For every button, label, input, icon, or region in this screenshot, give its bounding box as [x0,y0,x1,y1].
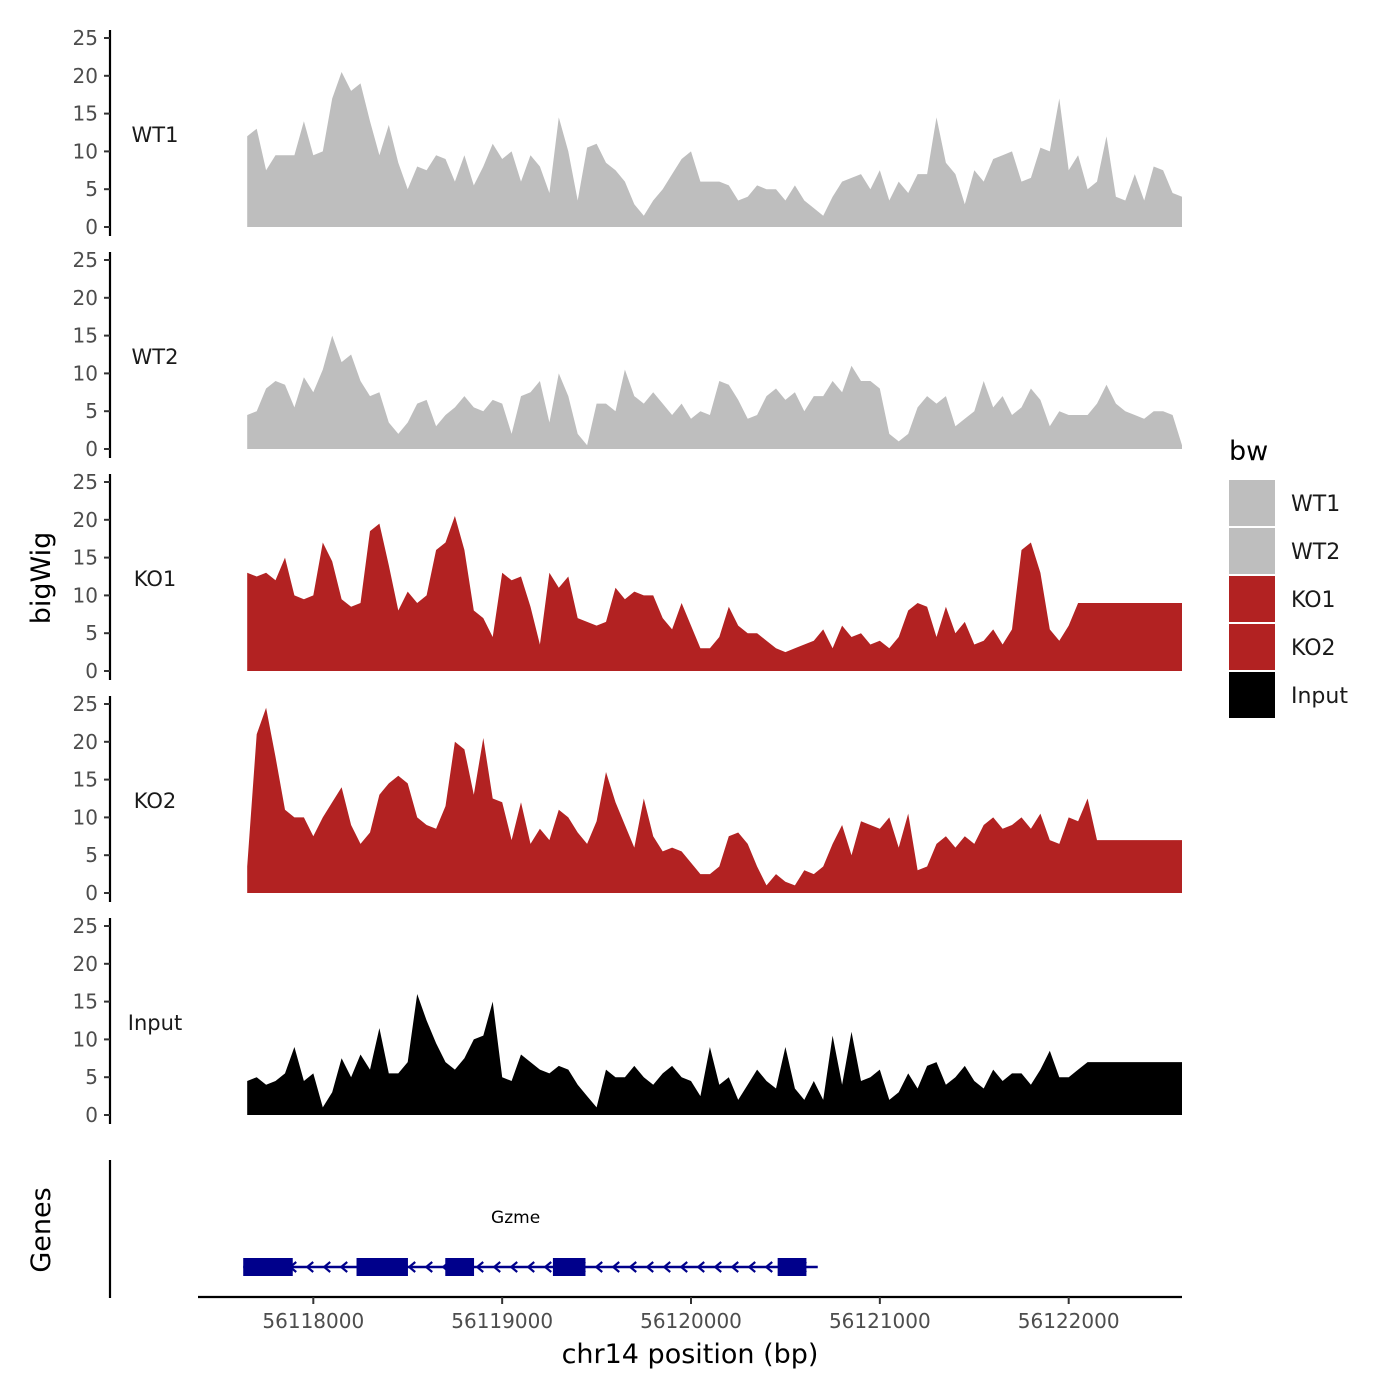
x-tick-label: 56121000 [829,1309,931,1333]
exon [243,1258,293,1276]
y-tick-label: 20 [73,286,98,310]
y-tick-label: 0 [85,437,98,461]
strand-arrow [747,1261,756,1273]
y-tick-label: 20 [73,730,98,754]
y-axis-title: bigWig [26,532,57,625]
strand-arrow [424,1261,433,1273]
legend-swatch-input [1229,672,1275,718]
exon [356,1258,408,1276]
y-tick-label: 15 [73,990,98,1014]
y-tick-label: 0 [85,881,98,905]
y-tick-label: 5 [85,621,98,645]
y-tick-label: 5 [85,177,98,201]
x-tick-label: 56118000 [262,1309,364,1333]
legend: bw WT1 WT2 KO1 KO2 Input [1229,436,1348,718]
strand-arrow [696,1261,705,1273]
legend-label-wt1: WT1 [1291,492,1340,517]
y-tick-label: 5 [85,843,98,867]
strand-arrow [662,1261,671,1273]
strand-arrow [645,1261,654,1273]
strand-arrow [492,1261,501,1273]
y-tick-label: 15 [73,102,98,126]
track-ko1: 0 5 10 15 20 25 KO1 [73,470,1182,683]
legend-swatch-ko2 [1229,624,1275,670]
track-label-wt2: WT2 [132,345,179,369]
legend-swatch-wt2 [1229,528,1275,574]
strand-arrow [764,1261,773,1273]
legend-title: bw [1229,436,1268,467]
gene-gzme: Gzme [243,1208,818,1276]
y-tick-label: 25 [73,248,98,272]
y-tick-label: 20 [73,952,98,976]
strand-arrow [407,1261,416,1273]
tracks-layer: 0510152025WT10510152025WT20510152025KO10… [73,26,1182,1127]
x-axis: 56118000 56119000 56120000 56121000 56122000 [198,1295,1182,1333]
y-tick-label: 0 [85,1103,98,1127]
y-tick-label: 5 [85,399,98,423]
strand-arrow [509,1261,518,1273]
y-tick-label: 20 [73,64,98,88]
exon [552,1258,586,1276]
y-tick-label: 5 [85,1065,98,1089]
strand-arrow [526,1261,535,1273]
legend-label-ko2: KO2 [1291,636,1336,661]
strand-arrow [611,1261,620,1273]
series-area-ko1 [247,516,1182,671]
x-tick-label: 56120000 [640,1309,742,1333]
exon [777,1258,807,1276]
track-ko2: 0 5 10 15 20 25 KO2 [73,692,1182,905]
gene-label: Gzme [491,1208,540,1228]
y-tick-label: 10 [73,139,98,163]
series-area-input [247,994,1182,1115]
x-tick-label: 56122000 [1018,1309,1120,1333]
legend-label-ko1: KO1 [1291,588,1336,613]
y-tick-label: 20 [73,508,98,532]
series-area-ko2 [247,707,1182,893]
legend-swatch-ko1 [1229,576,1275,622]
legend-swatch-wt1 [1229,480,1275,526]
strand-arrow [305,1261,314,1273]
series-area-wt1 [247,72,1182,227]
strand-arrow [628,1261,637,1273]
series-area-wt2 [247,335,1182,449]
strand-arrow [339,1261,348,1273]
genes-axis-title: Genes [26,1187,57,1272]
track-wt1: 0 5 10 15 20 25 WT1 [73,26,1182,239]
y-tick-label: 10 [73,1027,98,1051]
y-tick-label: 25 [73,914,98,938]
track-input: 0 5 10 15 20 25 Input [73,914,1182,1127]
track-label-ko1: KO1 [134,567,177,591]
track-label-wt1: WT1 [132,123,179,147]
y-tick-label: 25 [73,692,98,716]
strand-arrow [543,1261,552,1273]
y-tick-label: 0 [85,659,98,683]
strand-arrow [713,1261,722,1273]
exon [445,1258,475,1276]
x-tick-label: 56119000 [451,1309,553,1333]
y-tick-label: 15 [73,768,98,792]
track-wt2: 0 5 10 15 20 25 WT2 [73,248,1182,461]
strand-arrow [322,1261,331,1273]
y-tick-label: 15 [73,546,98,570]
strand-arrow [475,1261,484,1273]
track-label-input: Input [128,1011,182,1035]
y-tick-label: 25 [73,470,98,494]
y-tick-label: 10 [73,583,98,607]
track-label-ko2: KO2 [134,789,177,813]
legend-label-wt2: WT2 [1291,540,1340,565]
y-tick-label: 25 [73,26,98,50]
strand-arrow [679,1261,688,1273]
y-tick-label: 10 [73,805,98,829]
strand-arrow [730,1261,739,1273]
x-axis-title: chr14 position (bp) [562,1339,819,1370]
strand-arrow [594,1261,603,1273]
legend-label-input: Input [1291,684,1348,709]
y-tick-label: 10 [73,361,98,385]
y-tick-label: 15 [73,324,98,348]
y-tick-label: 0 [85,215,98,239]
genes-layer: Gzme [108,1160,818,1298]
